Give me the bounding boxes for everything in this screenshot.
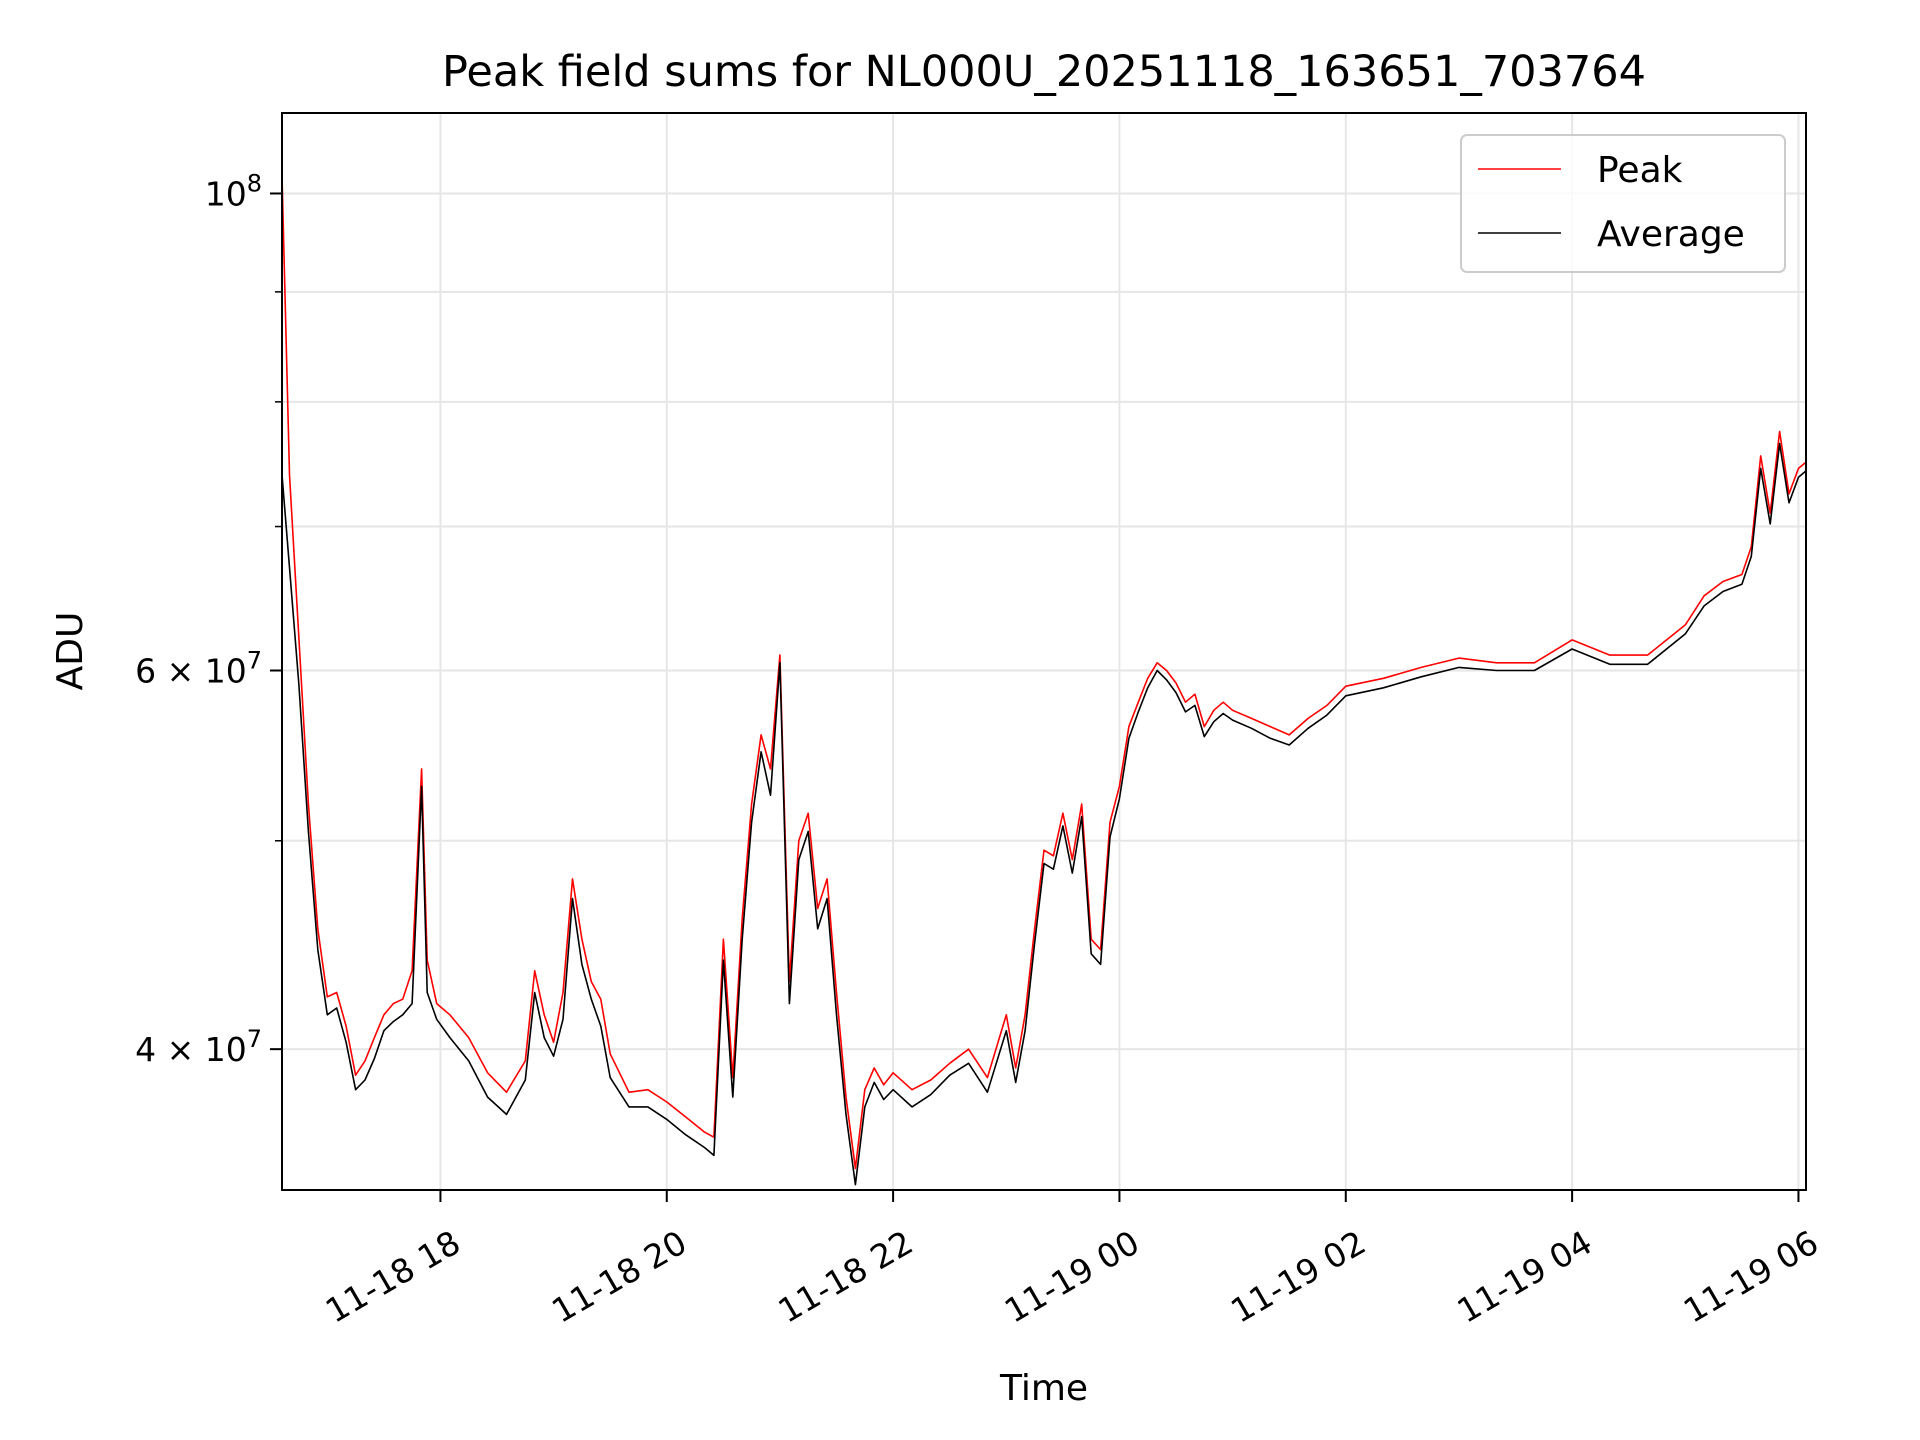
legend: Peak Average <box>1460 134 1786 273</box>
x-axis-label: Time <box>999 1368 1088 1409</box>
series-group <box>281 174 1807 1186</box>
chart-title: Peak field sums for NL000U_20251118_1636… <box>442 47 1646 97</box>
series-line-peak <box>281 174 1807 1170</box>
y-tick-label: 4 × 107 <box>135 1025 262 1069</box>
y-axis-label: ADU <box>50 612 91 691</box>
series-line-average <box>281 442 1807 1186</box>
plot-frame <box>281 112 1807 1191</box>
legend-label-average: Average <box>1597 214 1745 255</box>
legend-label-peak: Peak <box>1597 150 1683 191</box>
y-tick-label: 6 × 107 <box>135 647 262 691</box>
